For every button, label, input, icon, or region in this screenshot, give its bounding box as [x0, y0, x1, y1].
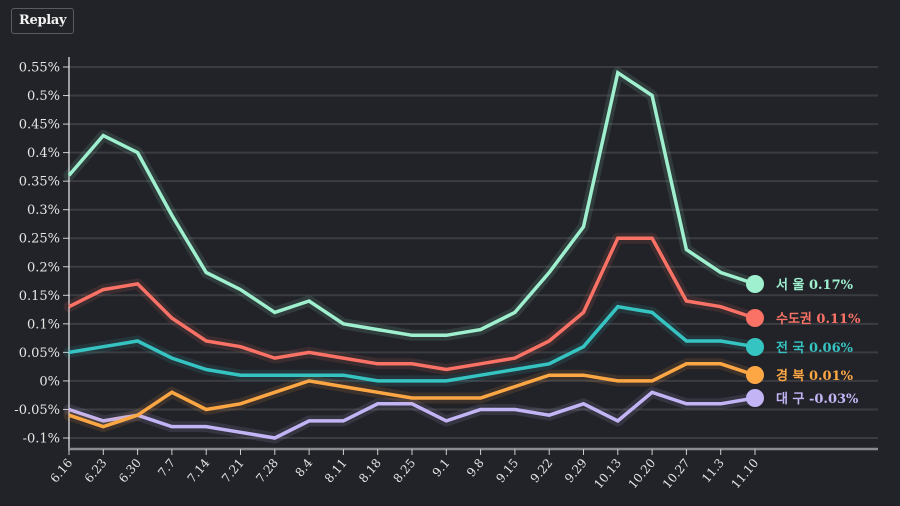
- y-tick-label: -0.1%: [23, 432, 60, 447]
- x-tick-label: 6.30: [116, 456, 144, 485]
- y-tick-label: 0.05%: [19, 346, 60, 361]
- series-value: 0.11%: [816, 312, 861, 327]
- x-tick-label: 7.7: [155, 456, 178, 480]
- x-tick-label: 7.28: [253, 456, 281, 485]
- grid-lines: [69, 66, 878, 439]
- series-glow: [63, 232, 761, 375]
- series-end-dot: [746, 309, 764, 327]
- y-tick-label: 0.25%: [19, 232, 60, 247]
- x-tick-label: 9.1: [430, 456, 453, 480]
- x-tick-label: 10.13: [591, 456, 624, 491]
- y-tick-label: 0.2%: [27, 260, 60, 275]
- y-tick-label: 0.15%: [19, 289, 60, 304]
- x-tick-label: 11.10: [728, 456, 761, 491]
- series-end-dot: [746, 366, 764, 384]
- y-tick-label: 0.35%: [19, 175, 60, 190]
- x-tick-label: 11.3: [699, 456, 727, 485]
- series-line: [68, 390, 756, 440]
- series-name: 전 국: [776, 340, 809, 356]
- series-name: 대 구: [776, 392, 809, 407]
- x-axis: 6.16 6.23 6.30 7.7 7.14 7.21 7.28 8.4 8.11 8.18 8.…: [47, 447, 878, 491]
- x-tick-label: 8.25: [390, 456, 418, 485]
- x-tick-label: 8.11: [322, 456, 350, 485]
- series-group: [63, 67, 761, 444]
- series-value: 0.06%: [809, 341, 854, 356]
- x-tick-label: 8.18: [356, 456, 384, 485]
- series-end-label: 수도권 0.11%: [776, 312, 861, 327]
- series-end-label: 경 북 0.01%: [776, 368, 854, 384]
- x-tick-label: 8.4: [292, 456, 315, 480]
- x-tick-label: 10.27: [660, 456, 693, 491]
- y-axis: -0.1% -0.05% 0% 0.05% 0.1% 0.15% 0.2% 0.25% 0.3%…: [14, 57, 70, 451]
- series-value: 0.17%: [809, 278, 854, 293]
- series-line: [68, 362, 756, 429]
- series-value: 0.01%: [809, 369, 854, 384]
- series-name: 서 울: [776, 277, 809, 293]
- series-end-dot: [746, 338, 764, 356]
- series-end-label: 전 국 0.06%: [776, 340, 854, 356]
- series-end-label: 대 구 -0.03%: [776, 392, 859, 407]
- y-tick-label: 0.1%: [27, 317, 60, 332]
- x-tick-label: 6.23: [82, 456, 110, 485]
- x-tick-label: 9.29: [562, 456, 590, 485]
- series-value: -0.03%: [809, 392, 859, 407]
- series-line: [68, 304, 756, 383]
- y-tick-label: 0%: [39, 374, 60, 389]
- series-end-dot: [746, 275, 764, 293]
- x-tick-label: 7.14: [185, 456, 213, 486]
- x-tick-label: 9.15: [493, 456, 521, 485]
- y-tick-label: -0.05%: [14, 403, 60, 418]
- y-tick-label: 0.5%: [27, 89, 60, 104]
- y-tick-label: 0.3%: [27, 203, 60, 218]
- series-end-dot: [746, 389, 764, 407]
- series-end-label: 서 울 0.17%: [776, 277, 854, 293]
- x-tick-label: 9.22: [528, 456, 556, 485]
- series-name: 경 북: [776, 368, 809, 384]
- y-tick-label: 0.55%: [19, 61, 60, 76]
- x-tick-label: 7.21: [219, 456, 247, 485]
- end-labels: 서 울 0.17%수도권 0.11%전 국 0.06%경 북 0.01%대 구 …: [746, 275, 861, 407]
- y-tick-label: 0.45%: [19, 118, 60, 133]
- x-tick-label: 10.20: [626, 456, 659, 491]
- x-tick-label: 9.8: [464, 456, 487, 480]
- series-line: [68, 236, 756, 372]
- series-name: 수도권: [776, 312, 816, 327]
- replay-button[interactable]: Replay: [11, 8, 75, 34]
- series-line: [67, 69, 756, 338]
- x-tick-label: 6.16: [47, 456, 75, 485]
- y-tick-label: 0.4%: [27, 146, 60, 161]
